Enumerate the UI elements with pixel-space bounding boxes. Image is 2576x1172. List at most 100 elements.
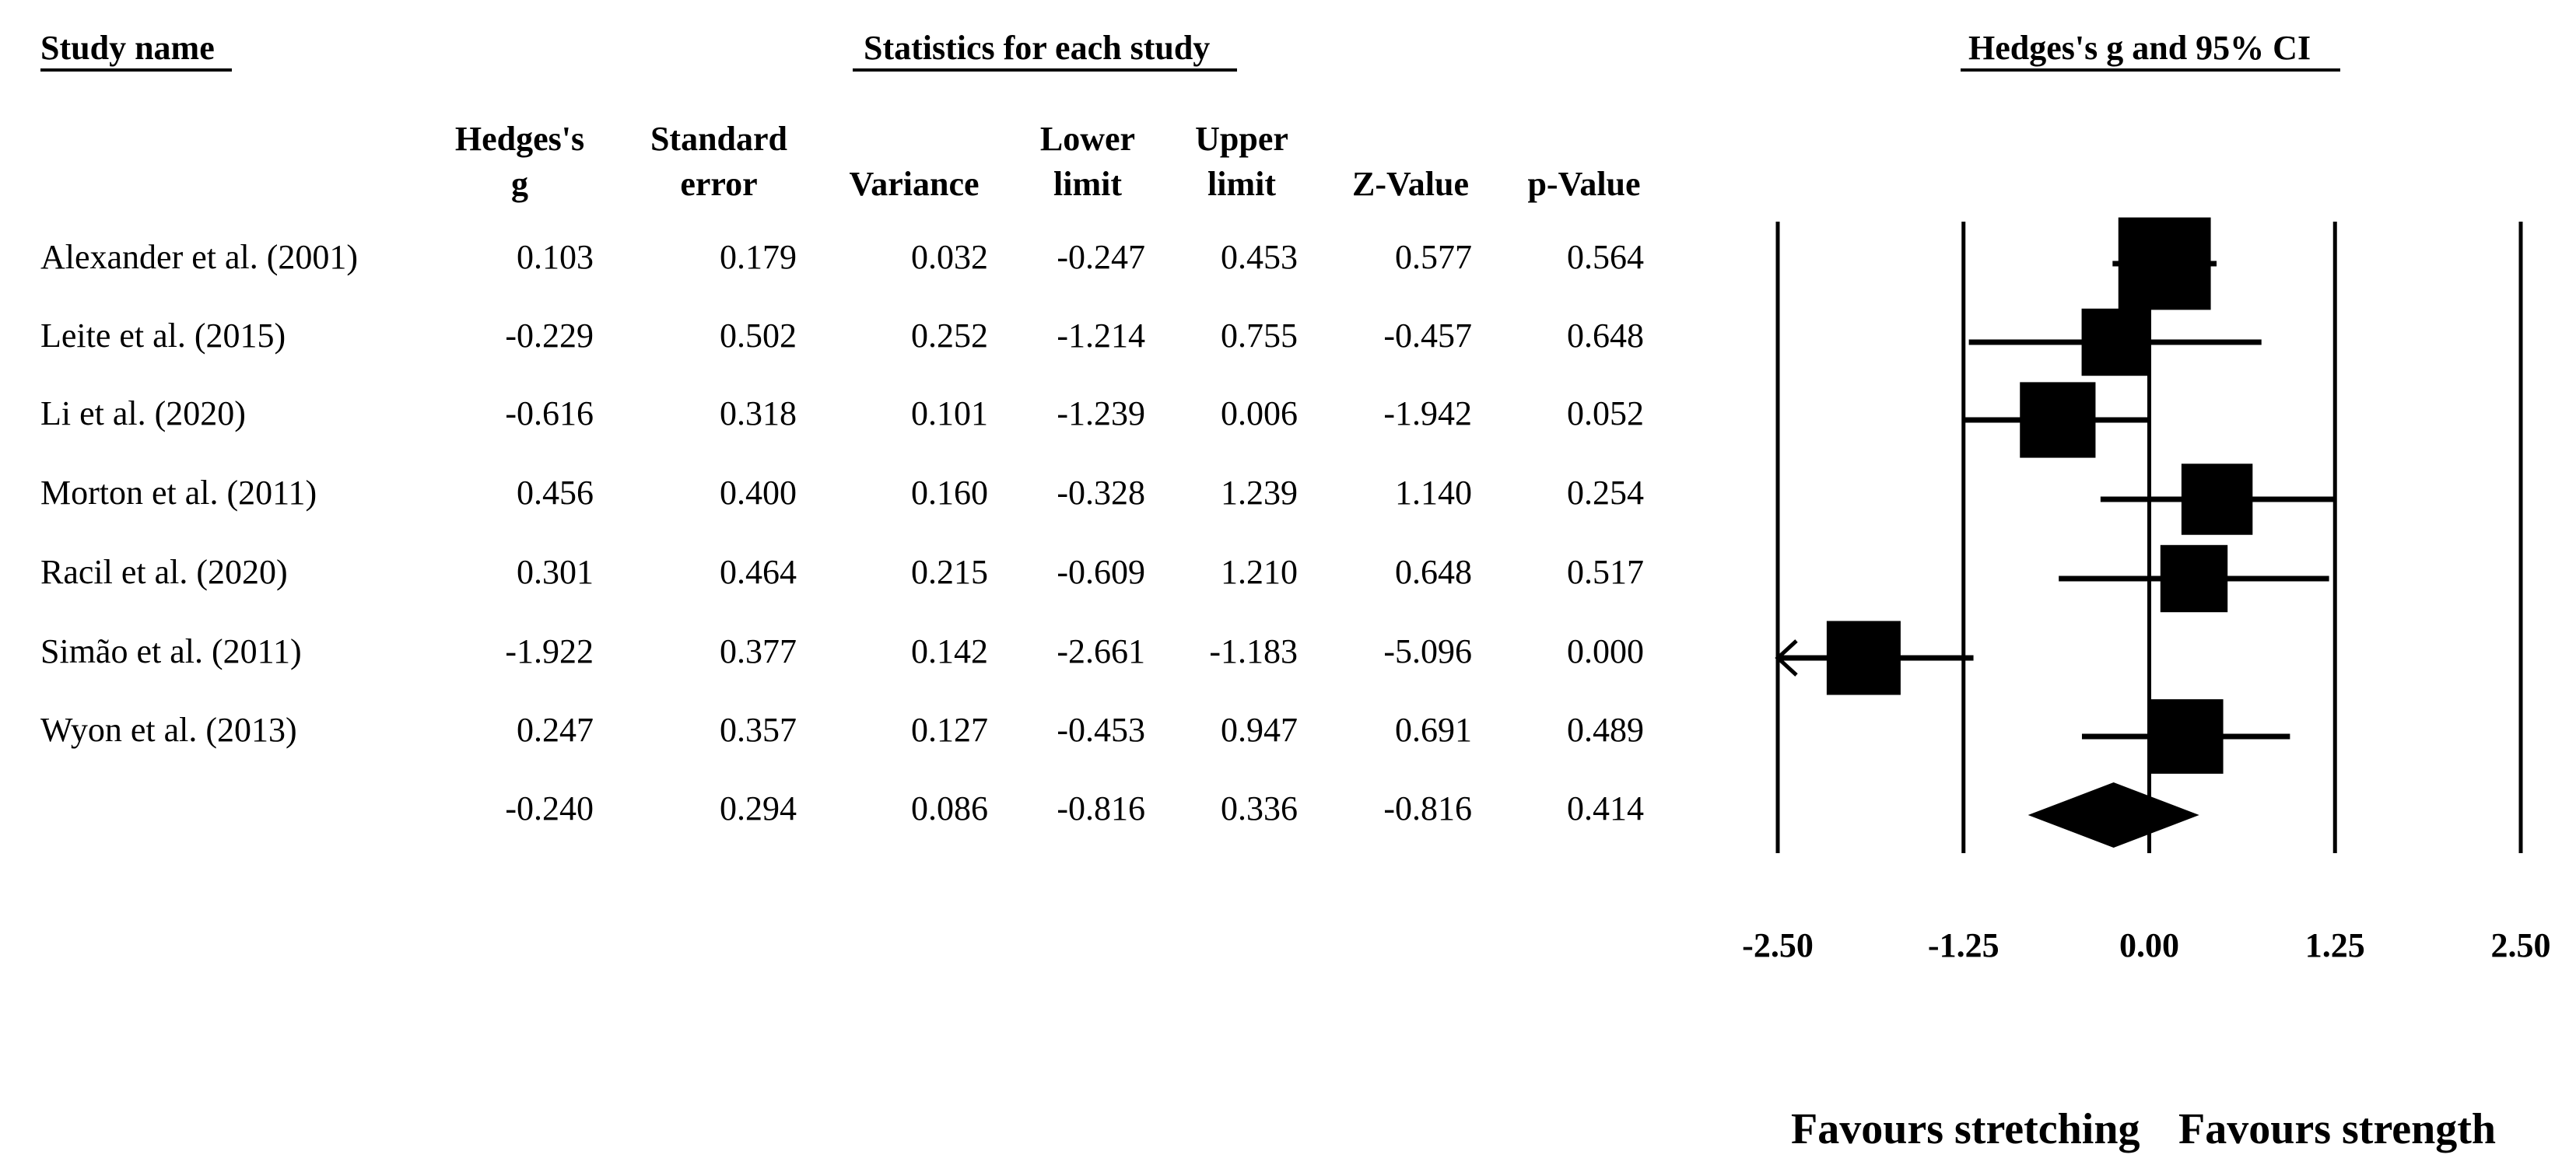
table-cell: -1.942 [1383,394,1472,432]
table-cell: -0.229 [505,317,594,355]
summary-cell: 0.086 [911,789,988,827]
column-header-line1: Hedges's [454,120,585,158]
study-name: Wyon et al. (2013) [40,711,297,749]
column-header: Upper limit [1156,117,1327,207]
study-name: Alexander et al. (2001) [40,238,359,276]
tick-label: -1.25 [1928,926,1999,964]
column-header-line2: error [680,165,758,203]
summary-cell: 0.414 [1567,789,1644,827]
column-header-line1: Upper [1195,120,1288,158]
table-cell: 0.247 [517,711,594,749]
tick-label: -2.50 [1742,926,1814,964]
table-cell: 0.301 [517,553,594,591]
table-cell: 0.160 [911,474,988,512]
effect-square [2020,382,2096,458]
table-cell: 0.489 [1567,711,1644,749]
table-cell: 0.502 [720,317,797,355]
summary-cell: -0.816 [1057,789,1145,827]
table-cell: 0.517 [1567,553,1644,591]
column-header: Standard error [633,117,804,207]
table-cell: -0.609 [1057,553,1145,591]
table-cell: 0.032 [911,238,988,276]
table-cell: 0.577 [1395,238,1472,276]
column-header-line1: Standard [650,120,788,158]
column-header: Z-Value [1325,117,1496,207]
table-cell: 0.464 [720,553,797,591]
column-header-line2: g [511,165,528,203]
table-cell: -1.214 [1057,317,1145,355]
table-cell: 0.400 [720,474,797,512]
table-cell: 0.755 [1221,317,1298,355]
table-cell: 0.691 [1395,711,1472,749]
study-name-header: Study name [40,29,215,67]
tick-label: 2.50 [2491,926,2551,964]
table-cell: -2.661 [1057,632,1145,670]
table-cell: 0.006 [1221,394,1298,432]
table-cell: 0.179 [720,238,797,276]
tick-label: 1.25 [2305,926,2365,964]
table-cell: 0.648 [1567,317,1644,355]
study-name: Simão et al. (2011) [40,632,302,670]
table-cell: 0.564 [1567,238,1644,276]
study-name: Racil et al. (2020) [40,553,288,591]
table-cell: 0.377 [720,632,797,670]
effect-square [2118,217,2211,310]
summary-cell: -0.240 [505,789,594,827]
effect-square [2160,544,2228,613]
effect-square [2081,308,2149,376]
table-cell: 0.648 [1395,553,1472,591]
table-cell: 0.142 [911,632,988,670]
table-cell: 0.052 [1567,394,1644,432]
study-name: Leite et al. (2015) [40,317,286,355]
table-cell: 1.239 [1221,474,1298,512]
table-cell: -0.457 [1383,317,1472,355]
column-header-line2: Variance [849,165,980,203]
column-header: Variance [829,117,1000,207]
table-cell: 0.103 [517,238,594,276]
column-header: Hedges's g [434,117,605,207]
forest-title: Hedges's g and 95% CI [1968,29,2311,67]
column-header: p-Value [1498,117,1670,207]
column-header-line2: Z-Value [1352,165,1469,203]
table-cell: -0.247 [1057,238,1145,276]
table-cell: 0.947 [1221,711,1298,749]
summary-diamond [2028,782,2199,848]
table-cell: -0.616 [505,394,594,432]
tick-label: 0.00 [2119,926,2179,964]
column-header: Lower limit [1002,117,1173,207]
column-header-line2: limit [1053,165,1122,203]
favours-left-label: Favours stretching [1791,1105,2140,1153]
statistics-header: Statistics for each study [864,29,1211,67]
study-name: Li et al. (2020) [40,394,246,432]
table-cell: -0.328 [1057,474,1145,512]
summary-cell: 0.336 [1221,789,1298,827]
study-name-underline [40,68,232,72]
table-cell: 0.215 [911,553,988,591]
forest-title-underline [1961,68,2340,72]
table-cell: 0.357 [720,711,797,749]
table-cell: 0.456 [517,474,594,512]
table-cell: 0.101 [911,394,988,432]
table-cell: 1.140 [1395,474,1472,512]
summary-cell: 0.294 [720,789,797,827]
table-cell: 0.254 [1567,474,1644,512]
favours-right-label: Favours strength [2178,1105,2497,1153]
table-cell: 0.000 [1567,632,1644,670]
table-cell: 0.127 [911,711,988,749]
column-header-line2: p-Value [1527,165,1641,203]
table-cell: 0.318 [720,394,797,432]
statistics-underline [853,68,1237,72]
table-cell: -1.183 [1209,632,1298,670]
study-name: Morton et al. (2011) [40,474,317,512]
effect-square [2181,464,2253,535]
left-arrow [1775,639,1798,677]
table-cell: 0.252 [911,317,988,355]
table-cell: -1.239 [1057,394,1145,432]
table-cell: 1.210 [1221,553,1298,591]
table-cell: -5.096 [1383,632,1472,670]
table-cell: 0.453 [1221,238,1298,276]
column-header-line2: limit [1207,165,1276,203]
effect-square [1826,621,1901,695]
